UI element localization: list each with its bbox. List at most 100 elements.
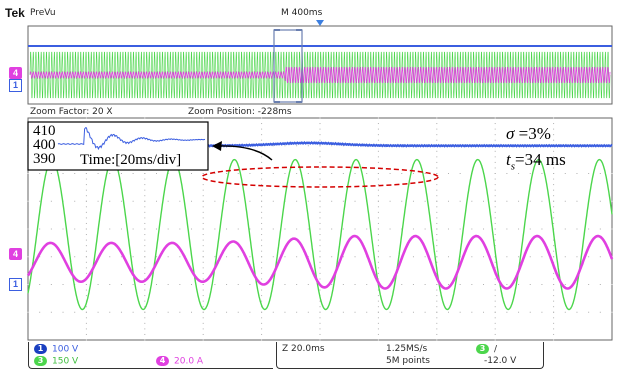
- grid-dot: [261, 311, 263, 313]
- grid-dot: [342, 145, 344, 147]
- inset-tick-1: 400: [33, 137, 56, 153]
- trigger-source[interactable]: 3/: [476, 344, 497, 355]
- grid-dot: [272, 173, 274, 174]
- grid-dot: [85, 117, 87, 119]
- grid-dot: [261, 195, 263, 197]
- trigger-level[interactable]: -12.0 V: [484, 356, 517, 366]
- grid-dot: [494, 284, 496, 285]
- ch4-marker[interactable]: 4: [9, 67, 22, 79]
- grid-dot: [518, 284, 520, 285]
- grid-dot: [494, 322, 496, 324]
- grid-dot: [249, 311, 251, 313]
- grid-dot: [377, 217, 379, 219]
- grid-dot: [319, 211, 321, 213]
- grid-dot: [155, 173, 157, 174]
- grid-dot: [494, 195, 496, 197]
- ch3-badge-icon: 3: [34, 356, 47, 366]
- grid-dot: [284, 284, 286, 285]
- arrow-line: [217, 145, 273, 161]
- grid-dot: [436, 200, 438, 202]
- grid-dot: [377, 261, 379, 263]
- grid-dot: [237, 173, 239, 174]
- grid-dot: [85, 333, 87, 335]
- inset-tick-2: 390: [33, 151, 56, 167]
- grid-dot: [588, 311, 590, 313]
- grid-dot: [85, 178, 87, 180]
- grid-dot: [202, 272, 204, 274]
- grid-dot: [436, 333, 438, 335]
- grid-dot: [261, 189, 263, 191]
- grid-dot: [284, 228, 286, 230]
- grid-dot: [494, 123, 496, 125]
- ch4-scale-readout[interactable]: 4 20.0 A: [156, 356, 203, 367]
- grid-dot: [85, 239, 87, 241]
- grid-dot: [377, 289, 379, 291]
- grid-dot: [342, 200, 344, 202]
- horizontal-scale[interactable]: Z 20.0ms: [282, 344, 325, 354]
- zoom-ch1-marker[interactable]: 1: [9, 278, 22, 291]
- ch1-marker[interactable]: 1: [9, 79, 22, 92]
- grid-dot: [144, 322, 146, 324]
- grid-dot: [436, 245, 438, 247]
- grid-dot: [319, 123, 321, 125]
- grid-dot: [377, 322, 379, 324]
- grid-dot: [377, 295, 379, 297]
- grid-dot: [261, 250, 263, 252]
- grid-dot: [494, 184, 496, 186]
- grid-dot: [436, 234, 438, 236]
- grid-dot: [179, 228, 181, 230]
- grid-dot: [319, 134, 321, 136]
- grid-dot: [261, 222, 263, 224]
- grid-dot: [261, 206, 263, 208]
- grid-dot: [319, 333, 321, 335]
- grid-dot: [202, 239, 204, 241]
- grid-dot: [109, 173, 111, 174]
- grid-dot: [483, 256, 485, 258]
- grid-dot: [553, 317, 555, 319]
- grid-dot: [553, 300, 555, 302]
- grid-dot: [377, 117, 379, 119]
- zoom-ch4-marker[interactable]: 4: [9, 248, 22, 260]
- grid-dot: [261, 289, 263, 291]
- grid-dot: [85, 184, 87, 186]
- ch3-scale-readout[interactable]: 3 150 V: [34, 356, 78, 367]
- grid-dot: [553, 222, 555, 224]
- grid-dot: [144, 234, 146, 236]
- grid-dot: [319, 161, 321, 163]
- grid-dot: [261, 333, 263, 335]
- grid-dot: [144, 278, 146, 280]
- grid-dot: [261, 234, 263, 236]
- grid-dot: [377, 272, 379, 274]
- grid-dot: [261, 184, 263, 186]
- grid-dot: [155, 228, 157, 230]
- grid-dot: [494, 150, 496, 152]
- grid-dot: [553, 173, 555, 174]
- grid-dot: [401, 200, 403, 202]
- grid-dot: [342, 173, 344, 174]
- grid-dot: [226, 284, 228, 285]
- grid-dot: [319, 195, 321, 197]
- grid-dot: [494, 217, 496, 219]
- grid-dot: [564, 311, 566, 313]
- grid-dot: [377, 278, 379, 280]
- grid-dot: [144, 228, 146, 230]
- grid-dot: [179, 284, 181, 285]
- grid-dot: [354, 228, 356, 230]
- grid-dot: [62, 228, 64, 230]
- grid-dot: [471, 200, 473, 202]
- grid-dot: [412, 200, 414, 202]
- grid-dot: [518, 228, 520, 230]
- grid-dot: [494, 173, 496, 174]
- grid-dot: [471, 228, 473, 230]
- grid-dot: [377, 245, 379, 247]
- ch1-scale-readout[interactable]: 1 100 V: [34, 344, 78, 355]
- grid-dot: [319, 322, 321, 324]
- grid-dot: [202, 189, 204, 191]
- grid-dot: [494, 189, 496, 191]
- grid-dot: [436, 117, 438, 119]
- grid-dot: [377, 134, 379, 136]
- grid-dot: [261, 300, 263, 302]
- grid-dot: [506, 256, 508, 258]
- grid-dot: [50, 173, 52, 174]
- grid-dot: [553, 333, 555, 335]
